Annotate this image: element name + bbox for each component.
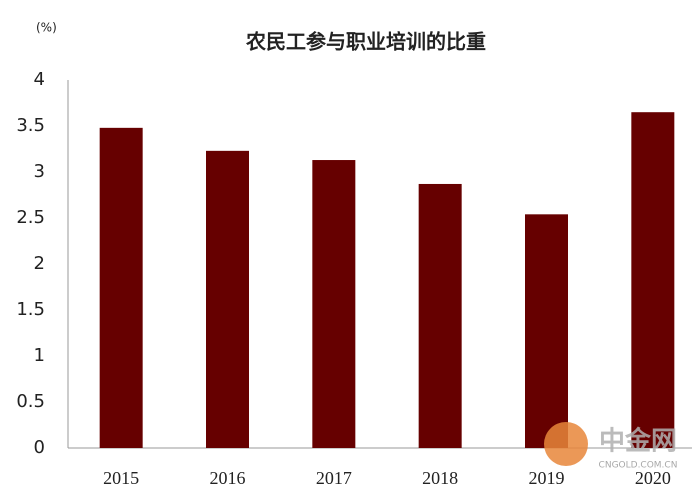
y-tick-label: 0.5: [16, 391, 45, 412]
plot: 0 0.5 1 1.5 2 2.5 3 3.5 4 2015 2016 2017 2018 2019 202…: [16, 69, 675, 488]
bar: [631, 112, 675, 448]
chart-title: 农民工参与职业培训的比重: [245, 30, 486, 54]
bar: [99, 127, 143, 448]
watermark-url: CNGOLD.COM.CN: [599, 461, 678, 471]
y-tick-label: 3.5: [16, 115, 45, 136]
bar: [418, 183, 462, 448]
x-tick-label: 2018: [422, 468, 458, 488]
bar: [312, 160, 356, 449]
unit-label: (%): [36, 21, 57, 35]
bar: [525, 214, 568, 448]
y-tick-label: 0: [34, 437, 45, 458]
x-tick-label: 2020: [635, 468, 671, 488]
bar: [206, 150, 249, 448]
x-tick-label: 2015: [103, 468, 139, 488]
x-tick-label: 2017: [316, 468, 352, 488]
x-tick-label: 2016: [210, 468, 246, 488]
y-tick-label: 3: [34, 161, 45, 182]
y-tick-label: 4: [34, 69, 45, 90]
y-tick-label: 1: [34, 345, 45, 366]
y-tick-label: 1.5: [16, 299, 45, 320]
watermark-logo: [544, 422, 588, 466]
x-tick-label: 2019: [529, 468, 565, 488]
y-tick-label: 2.5: [16, 207, 45, 228]
watermark-text: 中金网: [599, 426, 677, 457]
y-tick-label: 2: [34, 253, 45, 274]
watermark: 中金网 CNGOLD.COM.CN: [544, 422, 677, 471]
